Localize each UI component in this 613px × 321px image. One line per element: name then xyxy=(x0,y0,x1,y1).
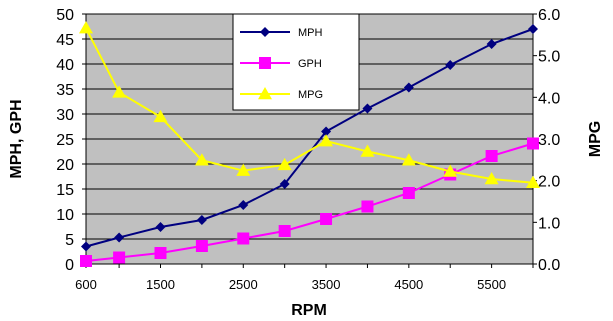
data-point-gph xyxy=(527,137,539,150)
data-point-mph xyxy=(114,232,125,243)
data-point-mph xyxy=(196,215,207,225)
x-tick-label: 2500 xyxy=(229,277,258,292)
data-point-gph xyxy=(195,240,208,252)
legend: MPH GPH MPG xyxy=(232,13,360,111)
x-tick-label: 5500 xyxy=(477,277,506,292)
data-point-mph xyxy=(403,82,414,93)
y-right-tick-label: 0.0 xyxy=(538,257,560,274)
y-left-tick-label: 20 xyxy=(56,157,74,174)
data-point-mph xyxy=(445,60,456,70)
series-line-mph xyxy=(85,28,534,248)
y-left-tick-label: 5 xyxy=(65,232,74,249)
legend-marker-gph xyxy=(259,57,271,69)
series-line-mpg xyxy=(85,27,534,184)
data-point-mpg xyxy=(194,153,209,166)
data-point-mpg xyxy=(443,164,458,177)
x-tick-label: 600 xyxy=(75,277,97,292)
series xyxy=(79,21,540,267)
data-point-mph xyxy=(279,179,290,189)
y-left-tick-label: 40 xyxy=(56,57,74,74)
data-point-gph xyxy=(154,247,167,259)
x-tick-label: 1500 xyxy=(146,277,175,292)
data-point-mph xyxy=(362,103,373,114)
x-tick-label: 4500 xyxy=(394,277,423,292)
y-left-tick-label: 15 xyxy=(56,182,74,199)
y-left-tick-label: 0 xyxy=(65,257,74,274)
data-point-gph xyxy=(80,255,92,267)
data-point-gph xyxy=(402,187,415,199)
legend-marker-mpg xyxy=(258,87,272,100)
data-point-mph xyxy=(528,24,538,34)
data-point-mpg xyxy=(360,144,375,157)
legend-label-mpg: MPG xyxy=(298,89,323,101)
data-point-mpg xyxy=(526,175,540,188)
data-point-mpg xyxy=(153,109,168,123)
data-point-gph xyxy=(361,200,374,213)
y-left-tick-label: 45 xyxy=(56,32,74,49)
series-mpg xyxy=(79,21,540,188)
y-right-tick-label: 5.0 xyxy=(538,49,560,66)
data-point-gph xyxy=(278,225,291,237)
y-left-tick-label: 10 xyxy=(56,207,74,224)
data-point-gph xyxy=(113,251,126,264)
series-mph xyxy=(81,24,538,252)
y-right-tick-label: 2.0 xyxy=(538,174,560,191)
series-line-gph xyxy=(85,142,534,262)
legend-label-mph: MPH xyxy=(298,27,323,39)
y-left-tick-label: 35 xyxy=(56,82,74,99)
data-point-mph xyxy=(321,126,332,137)
y-axis-left-title: MPH, GPH xyxy=(8,99,25,178)
data-point-mph xyxy=(238,200,249,210)
data-point-mpg xyxy=(112,85,127,98)
tick-labels: 0 5 10 15 20 25 30 35 40 45 50 0.0 1.0 2.0 3.0 4.0 5.0 6.… xyxy=(56,7,560,292)
data-point-mph xyxy=(81,241,91,252)
y-right-tick-label: 6.0 xyxy=(538,7,560,24)
data-point-gph xyxy=(320,213,333,225)
data-point-mpg xyxy=(236,163,251,176)
data-point-mpg xyxy=(319,134,334,147)
x-tick-label: 3500 xyxy=(312,277,341,292)
data-point-gph xyxy=(237,232,250,245)
data-point-mph xyxy=(486,39,497,49)
y-left-tick-label: 50 xyxy=(56,7,74,24)
data-point-mph xyxy=(155,222,166,232)
legend-label-gph: GPH xyxy=(298,58,322,70)
x-axis-title: RPM xyxy=(291,302,327,319)
data-point-mpg xyxy=(277,157,292,171)
data-point-mpg xyxy=(401,153,416,166)
y-left-tick-label: 30 xyxy=(56,107,74,124)
y-right-tick-label: 1.0 xyxy=(538,215,560,232)
y-axis-right-title: MPG xyxy=(587,121,604,157)
data-point-mpg xyxy=(484,172,499,185)
data-point-gph xyxy=(485,150,498,162)
y-left-tick-label: 25 xyxy=(56,132,74,149)
legend-marker-mph xyxy=(260,27,270,37)
y-right-tick-label: 4.0 xyxy=(538,90,560,107)
y-right-tick-label: 3.0 xyxy=(538,132,560,149)
data-point-mpg xyxy=(79,21,93,34)
